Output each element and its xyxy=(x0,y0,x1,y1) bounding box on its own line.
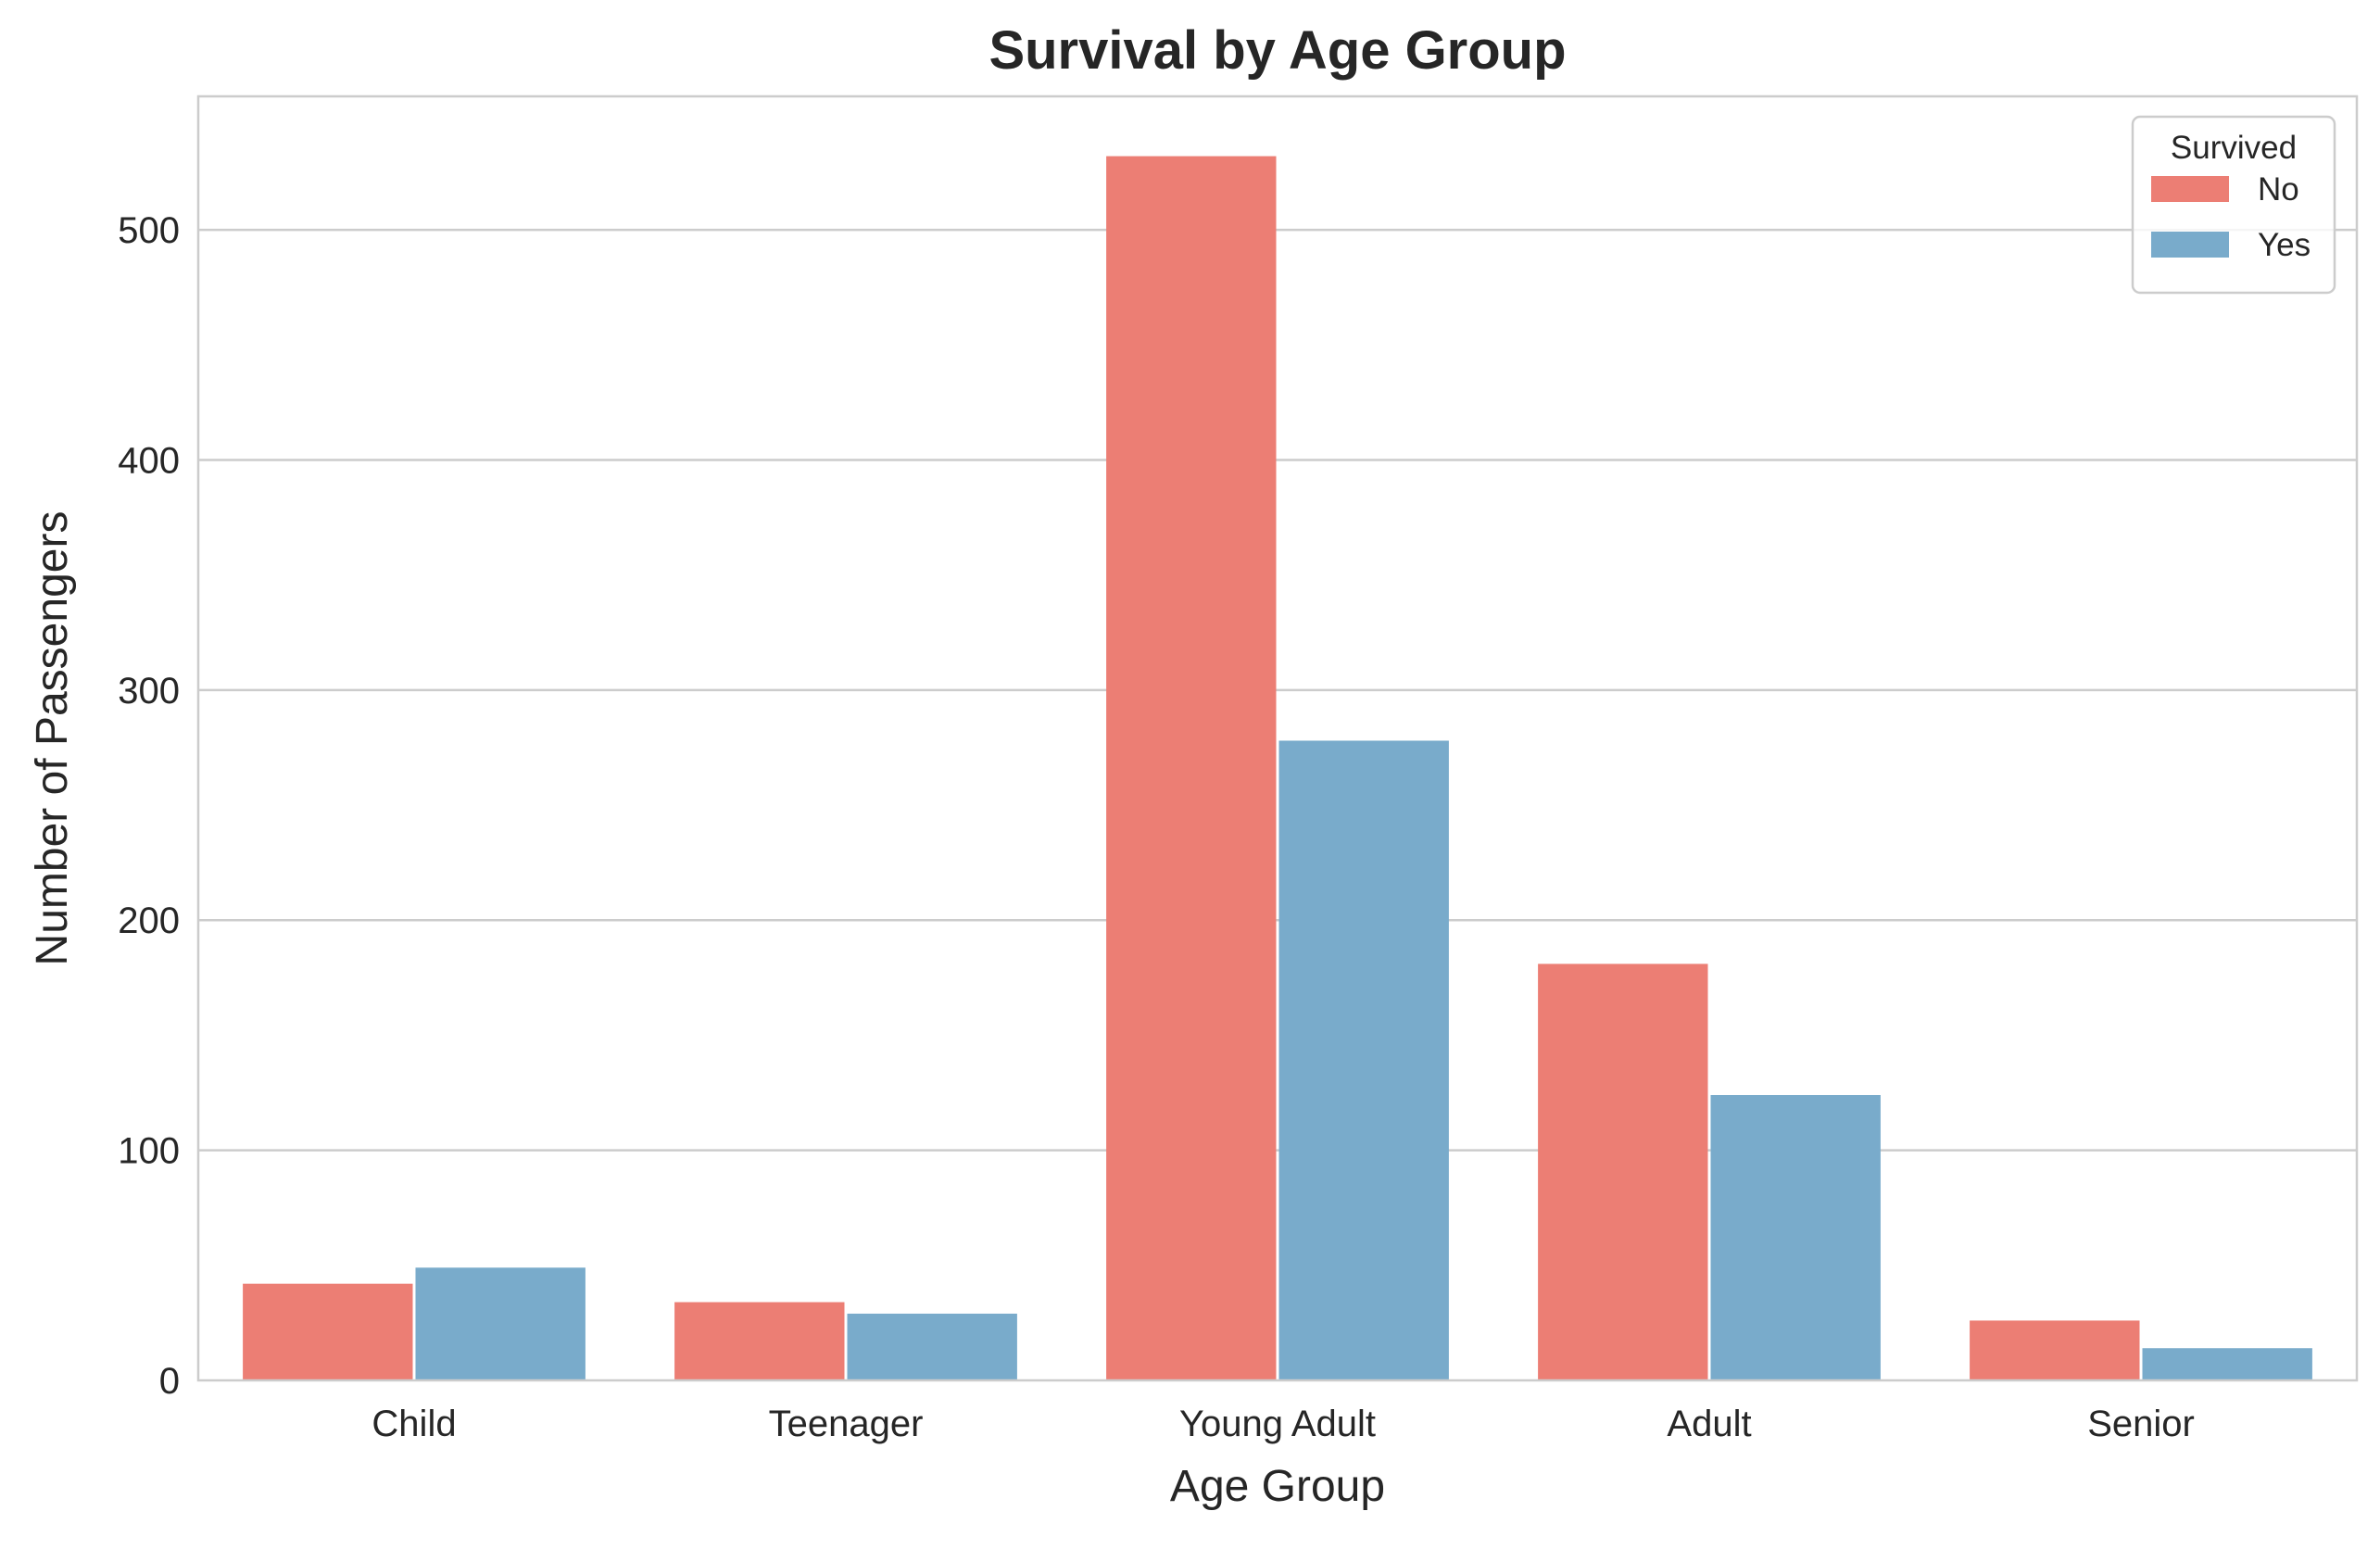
x-tick-label: Teenager xyxy=(769,1404,924,1444)
x-tick-label: Senior xyxy=(2087,1404,2195,1444)
legend: Survived No Yes xyxy=(2131,115,2336,295)
y-tick-label: 300 xyxy=(118,671,180,712)
x-axis-label: Age Group xyxy=(1170,1462,1385,1511)
y-tick-labels: 0 100 200 300 400 500 xyxy=(118,210,180,1402)
x-tick-label: Young Adult xyxy=(1179,1404,1376,1444)
x-tick-labels: Child Teenager Young Adult Adult Senior xyxy=(371,1404,2194,1444)
y-axis-label: Number of Passengers xyxy=(28,511,77,966)
legend-swatch-yes xyxy=(2151,232,2229,258)
bar-young-adult-yes xyxy=(1278,740,1449,1380)
bar-adult-yes xyxy=(1710,1095,1881,1380)
bar-child-no xyxy=(243,1283,413,1380)
bar-adult-no xyxy=(1538,963,1708,1380)
chart-title: Survival by Age Group xyxy=(989,20,1566,81)
bar-young-adult-no xyxy=(1106,156,1277,1380)
x-tick-label: Child xyxy=(371,1404,456,1444)
bar-senior-no xyxy=(1970,1320,2140,1380)
legend-label-yes: Yes xyxy=(2258,227,2311,263)
bar-teenager-yes xyxy=(847,1313,1017,1380)
y-tick-label: 100 xyxy=(118,1131,180,1172)
plot-frame xyxy=(196,94,2359,1382)
grid-lines xyxy=(198,228,2357,1152)
bars xyxy=(243,156,2312,1380)
bar-teenager-no xyxy=(674,1302,845,1380)
legend-swatch-no xyxy=(2151,176,2229,202)
legend-title: Survived xyxy=(2171,130,2297,166)
legend-items: No Yes xyxy=(2151,171,2311,263)
x-tick-label: Adult xyxy=(1667,1404,1751,1444)
bar-child-yes xyxy=(415,1267,586,1380)
y-tick-label: 200 xyxy=(118,900,180,941)
legend-label-no: No xyxy=(2258,171,2299,208)
y-tick-label: 0 xyxy=(159,1361,180,1402)
y-tick-label: 500 xyxy=(118,210,180,251)
bar-senior-yes xyxy=(2142,1348,2312,1380)
y-tick-label: 400 xyxy=(118,440,180,481)
